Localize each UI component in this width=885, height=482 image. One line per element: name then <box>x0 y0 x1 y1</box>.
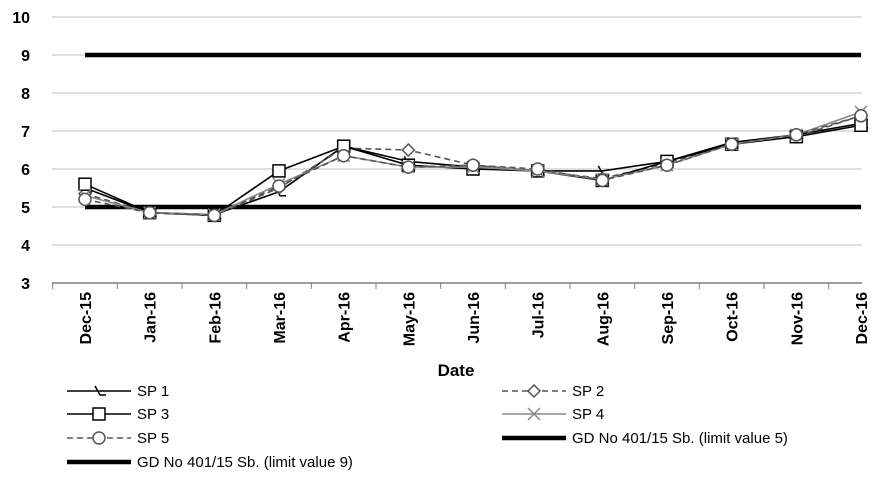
series-5 <box>78 109 868 223</box>
legend-item: SP 5 <box>67 430 169 447</box>
legend: SP 1 SP 2 SP 3 SP 4 SP 5 GD No 401/15 Sb. (li… <box>67 383 788 471</box>
legend-item: GD No 401/15 Sb. (limit value 5) <box>502 430 788 447</box>
x-tick-label: Feb-16 <box>207 292 224 344</box>
y-tick-label: 9 <box>21 48 30 65</box>
legend-label: GD No 401/15 Sb. (limit value 5) <box>572 430 788 447</box>
x-tick-label: Sep-16 <box>660 292 677 345</box>
y-tick-label: 5 <box>21 200 30 217</box>
legend-item: SP 3 <box>67 406 169 423</box>
legend-label: SP 3 <box>137 406 169 423</box>
legend-label: SP 2 <box>572 383 604 400</box>
x-tick-label: Apr-16 <box>337 292 354 343</box>
y-tick-label: 8 <box>21 86 30 103</box>
data-point <box>336 148 351 163</box>
legend-item: SP 4 <box>502 406 604 423</box>
x-tick-label: Dec-16 <box>854 292 871 345</box>
legend-marker <box>92 407 106 421</box>
x-axis-title: Date <box>438 361 475 380</box>
data-point <box>530 162 545 176</box>
x-tick-label: Mar-16 <box>272 292 289 344</box>
y-tick-label: 4 <box>21 238 30 255</box>
series-layer <box>77 52 869 223</box>
legend-label: SP 4 <box>572 406 604 423</box>
x-tick-label: Dec-15 <box>78 292 95 345</box>
legend-item: SP 1 <box>67 383 169 400</box>
data-point <box>272 179 286 193</box>
x-tick-label: Jan-16 <box>143 292 160 343</box>
legend-marker <box>526 383 542 399</box>
data-point <box>724 137 739 152</box>
x-tick-label: Jul-16 <box>531 292 548 338</box>
legend-item: GD No 401/15 Sb. (limit value 9) <box>67 454 353 471</box>
grid-layer <box>52 16 862 246</box>
x-tick-label: Nov-16 <box>789 292 806 345</box>
data-point <box>401 142 416 158</box>
y-tick-label: 6 <box>21 162 30 179</box>
x-tick-label: May-16 <box>401 292 418 346</box>
legend-item: SP 2 <box>502 383 604 400</box>
legend-marker <box>94 385 106 396</box>
data-point <box>854 109 868 123</box>
data-point <box>78 177 92 191</box>
data-point <box>789 128 804 142</box>
y-tick-label: 10 <box>12 10 30 27</box>
data-point <box>660 158 674 172</box>
legend-marker <box>527 407 541 421</box>
data-point <box>595 173 610 188</box>
data-point <box>272 164 286 178</box>
data-point <box>207 208 222 223</box>
data-point <box>142 205 157 220</box>
x-tick-label: Oct-16 <box>725 292 742 342</box>
axis-layer: 3 4 5 6 7 8 9 10 Dec-15 Jan-16 Feb-16 Mar-16 Apr-16 M… <box>12 10 871 346</box>
data-point <box>466 158 480 172</box>
y-tick-label: 3 <box>21 276 30 293</box>
legend-label: SP 1 <box>137 383 169 400</box>
x-tick-label: Aug-16 <box>595 292 612 346</box>
legend-label: GD No 401/15 Sb. (limit value 9) <box>137 454 353 471</box>
legend-label: SP 5 <box>137 430 169 447</box>
legend-marker <box>92 431 106 445</box>
x-tick-label: Jun-16 <box>466 292 483 344</box>
data-point <box>78 192 92 207</box>
y-tick-label: 7 <box>21 124 30 141</box>
data-point <box>401 160 416 174</box>
